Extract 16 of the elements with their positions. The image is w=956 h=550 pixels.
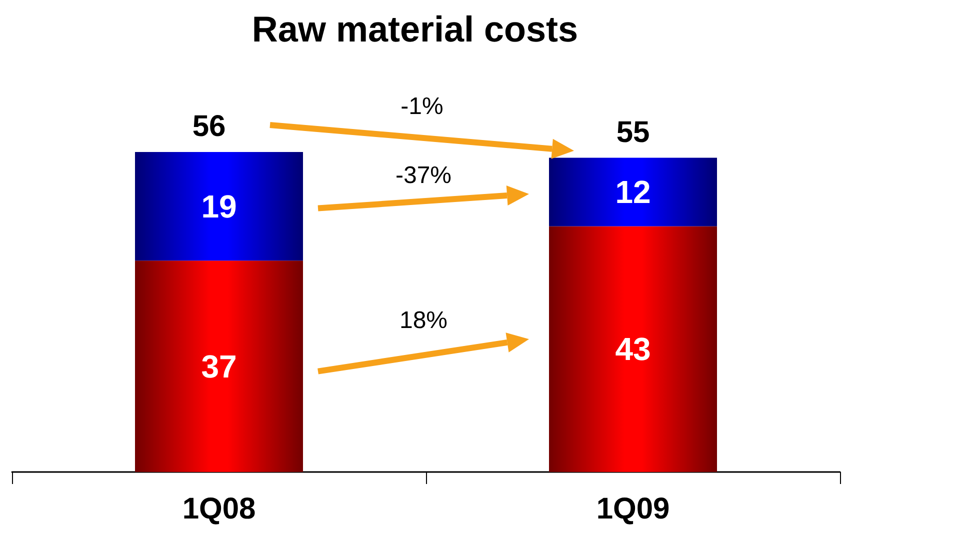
text: -1% [400, 93, 444, 121]
x-tick-label: 1Q08 [182, 492, 256, 526]
total-label: 55 [616, 116, 650, 150]
bar [135, 260, 303, 472]
data-label: 12 [615, 174, 651, 210]
chart-title: Raw material costs [252, 8, 578, 50]
bar [549, 158, 717, 226]
data-label: 43 [615, 331, 651, 368]
bar [135, 152, 303, 261]
data-label: 37 [201, 348, 237, 384]
bar [549, 226, 717, 472]
x-tick-label: 1Q09 [596, 492, 670, 526]
annotation: 18% [399, 307, 448, 336]
annotation: -37% [395, 162, 452, 190]
data-label: 19 [201, 188, 237, 224]
total-label: 56 [192, 110, 226, 144]
